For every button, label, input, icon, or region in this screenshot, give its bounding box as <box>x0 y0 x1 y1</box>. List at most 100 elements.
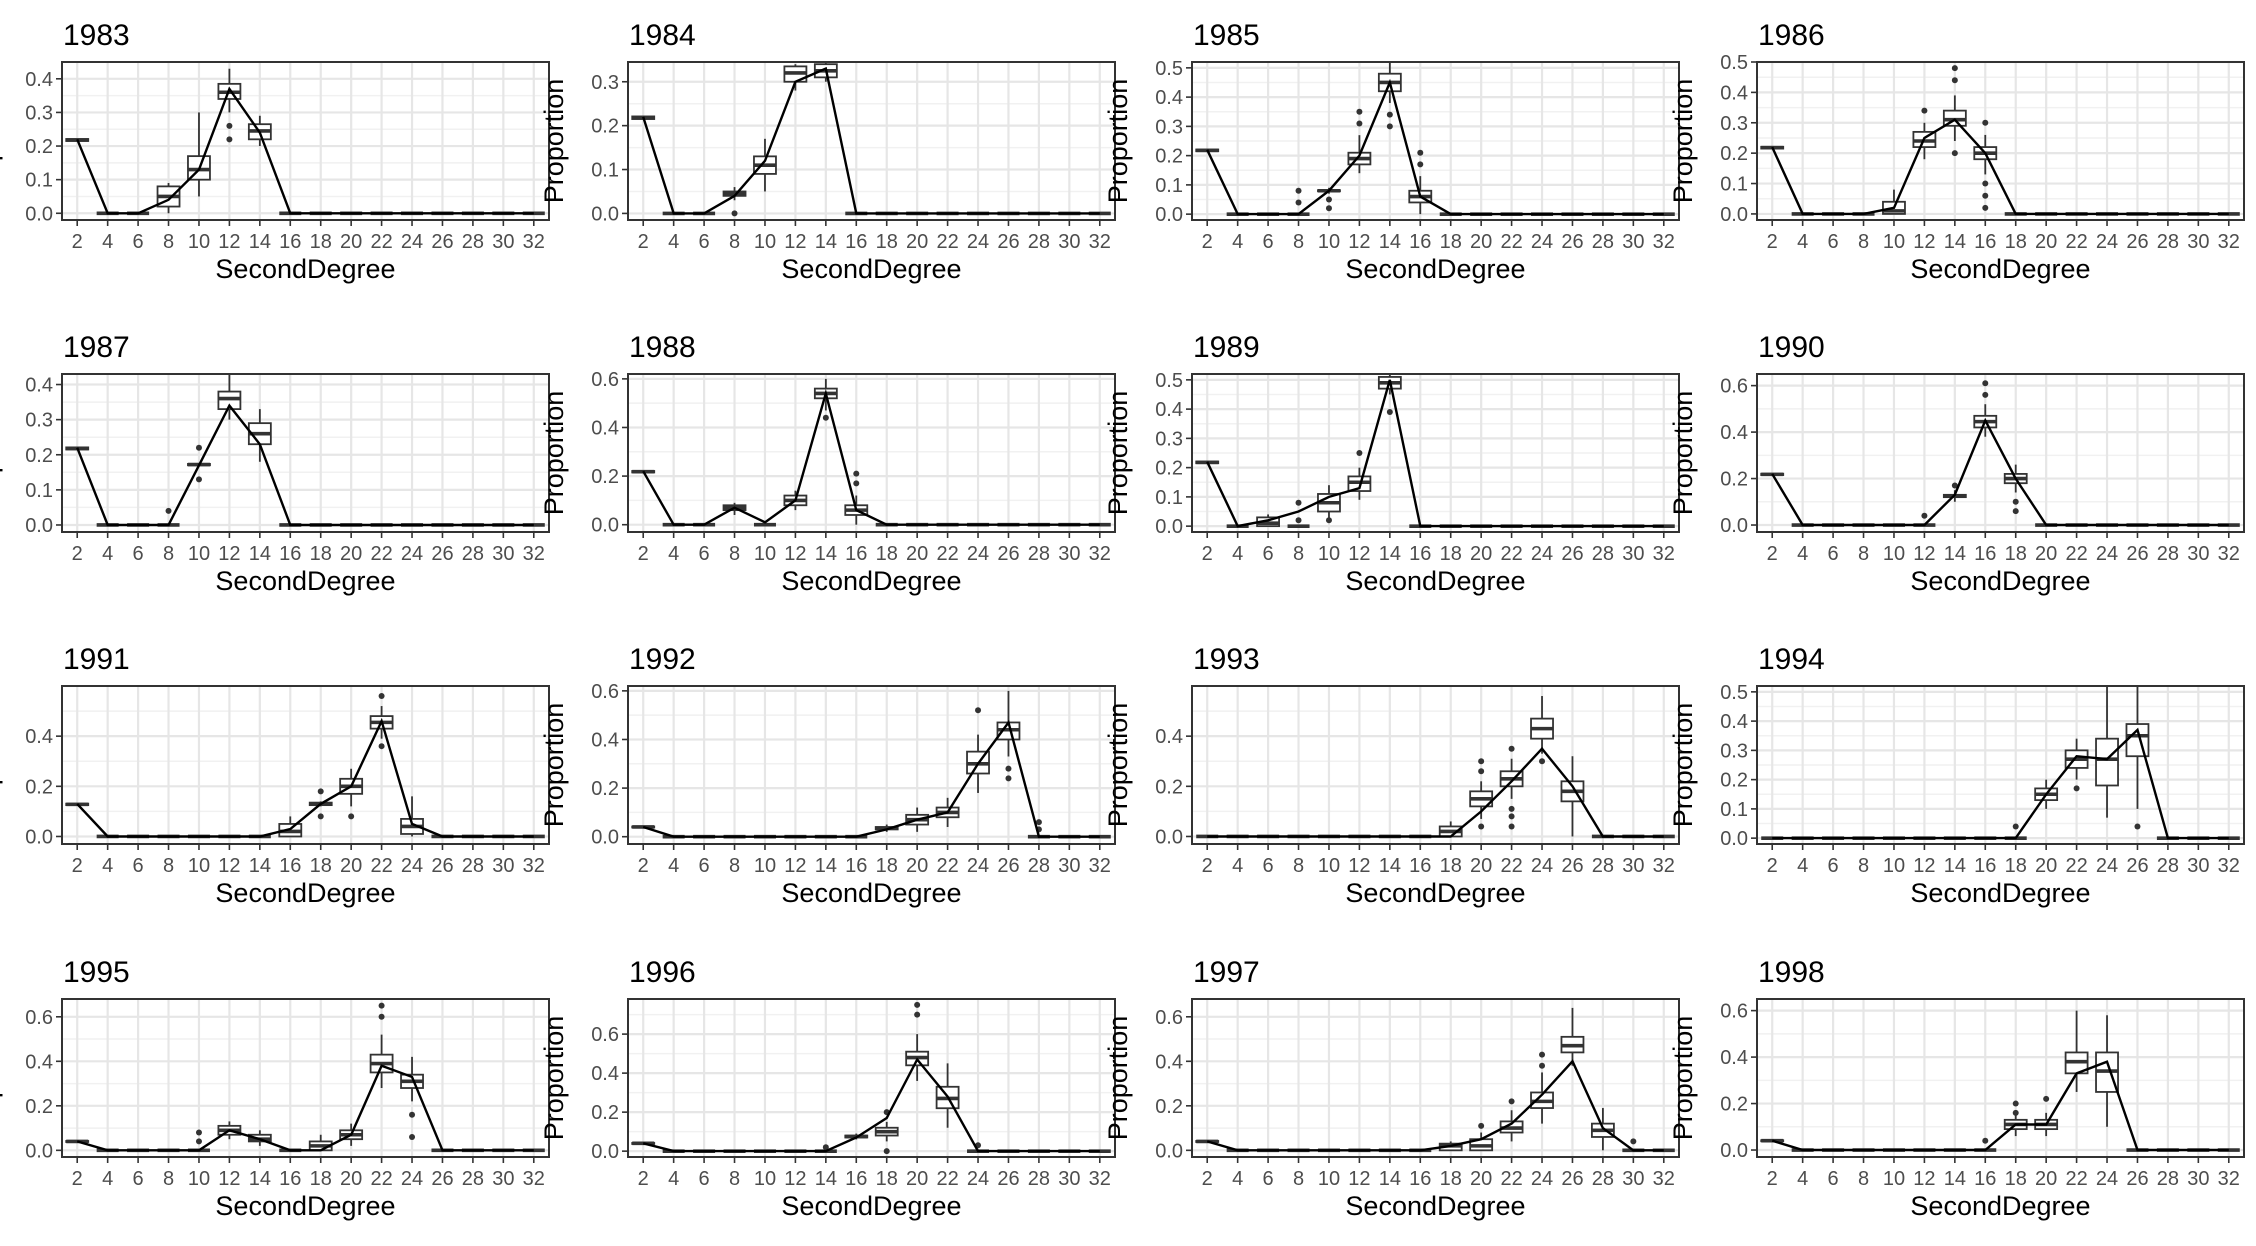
outlier-point <box>1951 482 1958 489</box>
x-tick-label: 4 <box>102 1168 113 1190</box>
outlier-point <box>2012 1100 2019 1107</box>
x-tick-label: 30 <box>1058 543 1080 565</box>
x-tick-label: 4 <box>102 231 113 253</box>
x-axis-label: SecondDegree <box>781 878 961 908</box>
x-tick-label: 10 <box>1318 231 1340 253</box>
x-tick-label: 22 <box>936 231 958 253</box>
panel: 0.00.20.40.62 4 6 8 10 12 14 16 18 20 22 24 26 28 30 32… <box>1668 956 2245 1221</box>
y-tick-label: 0.3 <box>591 72 619 94</box>
x-tick-label: 6 <box>133 855 144 877</box>
x-tick-label: 16 <box>1409 543 1431 565</box>
x-tick-label: 2 <box>1202 231 1213 253</box>
y-axis-label: Proportion <box>1103 391 1133 516</box>
panel-title: 1996 <box>629 956 696 989</box>
x-tick-label: 4 <box>1797 1168 1808 1190</box>
outlier-point <box>195 476 202 483</box>
series-line <box>642 1057 1100 1153</box>
x-tick-label: 26 <box>1561 231 1583 253</box>
outlier-point <box>1295 199 1302 206</box>
outlier-point <box>1982 204 1989 211</box>
outlier-point <box>2012 508 2019 515</box>
panel: 0.00.20.40.62 4 6 8 10 12 14 16 18 20 22 24 26 28 30 32… <box>539 643 1116 908</box>
x-tick-label: 20 <box>2035 231 2057 253</box>
x-tick-label: 14 <box>249 855 271 877</box>
x-axis-label: SecondDegree <box>781 566 961 596</box>
x-tick-label: 26 <box>2126 1168 2148 1190</box>
x-tick-label: 28 <box>2157 231 2179 253</box>
y-tick-label: 0.0 <box>591 1141 619 1163</box>
series-line <box>1771 118 2229 216</box>
x-tick-label: 18 <box>876 855 898 877</box>
outlier-point <box>1478 1122 1485 1129</box>
y-tick-label: 0.2 <box>1720 1094 1748 1116</box>
x-tick-label: 28 <box>1028 1168 1050 1190</box>
outlier-point <box>1539 758 1546 765</box>
x-tick-label: 20 <box>906 231 928 253</box>
y-axis-label: Proportion <box>539 703 569 828</box>
x-tick-label: 26 <box>1561 543 1583 565</box>
x-tick-label: 26 <box>997 855 1019 877</box>
series-line <box>1772 727 2229 840</box>
panel-title: 1988 <box>629 331 696 364</box>
x-tick-label: 10 <box>1318 543 1340 565</box>
x-tick-label: 26 <box>2126 231 2148 253</box>
x-tick-label: 24 <box>967 1168 989 1190</box>
panel-title: 1997 <box>1193 956 1260 989</box>
x-tick-label: 24 <box>2096 1168 2118 1190</box>
y-tick-label: 0.4 <box>25 375 53 397</box>
outlier-point <box>317 788 324 795</box>
x-tick-label: 4 <box>668 231 679 253</box>
x-tick-label: 28 <box>1592 1168 1614 1190</box>
outlier-point <box>1356 450 1363 456</box>
outlier-point <box>2012 823 2019 830</box>
outlier-point <box>2043 1095 2050 1102</box>
x-tick-label: 28 <box>462 855 484 877</box>
x-tick-label: 18 <box>2005 543 2027 565</box>
y-tick-label: 0.3 <box>1720 740 1748 762</box>
panel-title: 1984 <box>629 19 696 52</box>
panel-border <box>61 373 550 533</box>
outlier-point <box>2134 823 2141 830</box>
outlier-point <box>1005 765 1012 772</box>
panel-border <box>61 61 550 221</box>
y-axis-label: Proportion <box>1668 391 1698 516</box>
x-axis-label: SecondDegree <box>1345 878 1525 908</box>
panel-border <box>1756 61 2245 221</box>
x-axis-label: SecondDegree <box>1910 254 2090 284</box>
x-tick-label: 12 <box>218 855 240 877</box>
x-tick-label: 28 <box>462 231 484 253</box>
x-tick-label: 22 <box>2065 1168 2087 1190</box>
plot-background <box>62 686 549 844</box>
outlier-point <box>2073 785 2080 792</box>
x-tick-label: 12 <box>1348 543 1370 565</box>
y-tick-label: 0.2 <box>591 1102 619 1124</box>
y-tick-label: 0.0 <box>1720 204 1748 226</box>
x-tick-label: 8 <box>729 1168 740 1190</box>
x-tick-label: 10 <box>1883 543 1905 565</box>
plot-background <box>628 62 1115 220</box>
outlier-point <box>195 1138 202 1145</box>
outlier-point <box>378 1013 385 1020</box>
x-tick-label: 12 <box>1348 1168 1370 1190</box>
x-tick-label: 2 <box>72 1168 83 1190</box>
outlier-point <box>226 136 233 143</box>
y-axis-label: Proportion <box>0 1016 3 1141</box>
x-tick-label: 8 <box>729 855 740 877</box>
x-tick-label: 2 <box>72 543 83 565</box>
outlier-point <box>822 1144 829 1151</box>
outlier-point <box>1508 745 1515 752</box>
x-tick-label: 6 <box>1828 231 1839 253</box>
x-tick-label: 16 <box>1409 855 1431 877</box>
x-tick-label: 6 <box>1263 231 1274 253</box>
x-tick-label: 28 <box>1028 855 1050 877</box>
x-tick-label: 18 <box>1440 855 1462 877</box>
outlier-point <box>1005 775 1012 782</box>
x-tick-label: 26 <box>431 231 453 253</box>
y-tick-label: 0.5 <box>1155 58 1183 80</box>
outlier-point <box>1921 107 1928 114</box>
outlier-point <box>165 507 172 514</box>
panel: 0.00.10.20.30.40.52 4 6 8 10 12 14 16 18 20 22 24 26… <box>1668 19 2245 284</box>
x-tick-label: 6 <box>699 543 710 565</box>
x-tick-label: 22 <box>2065 855 2087 877</box>
x-tick-label: 10 <box>1883 1168 1905 1190</box>
